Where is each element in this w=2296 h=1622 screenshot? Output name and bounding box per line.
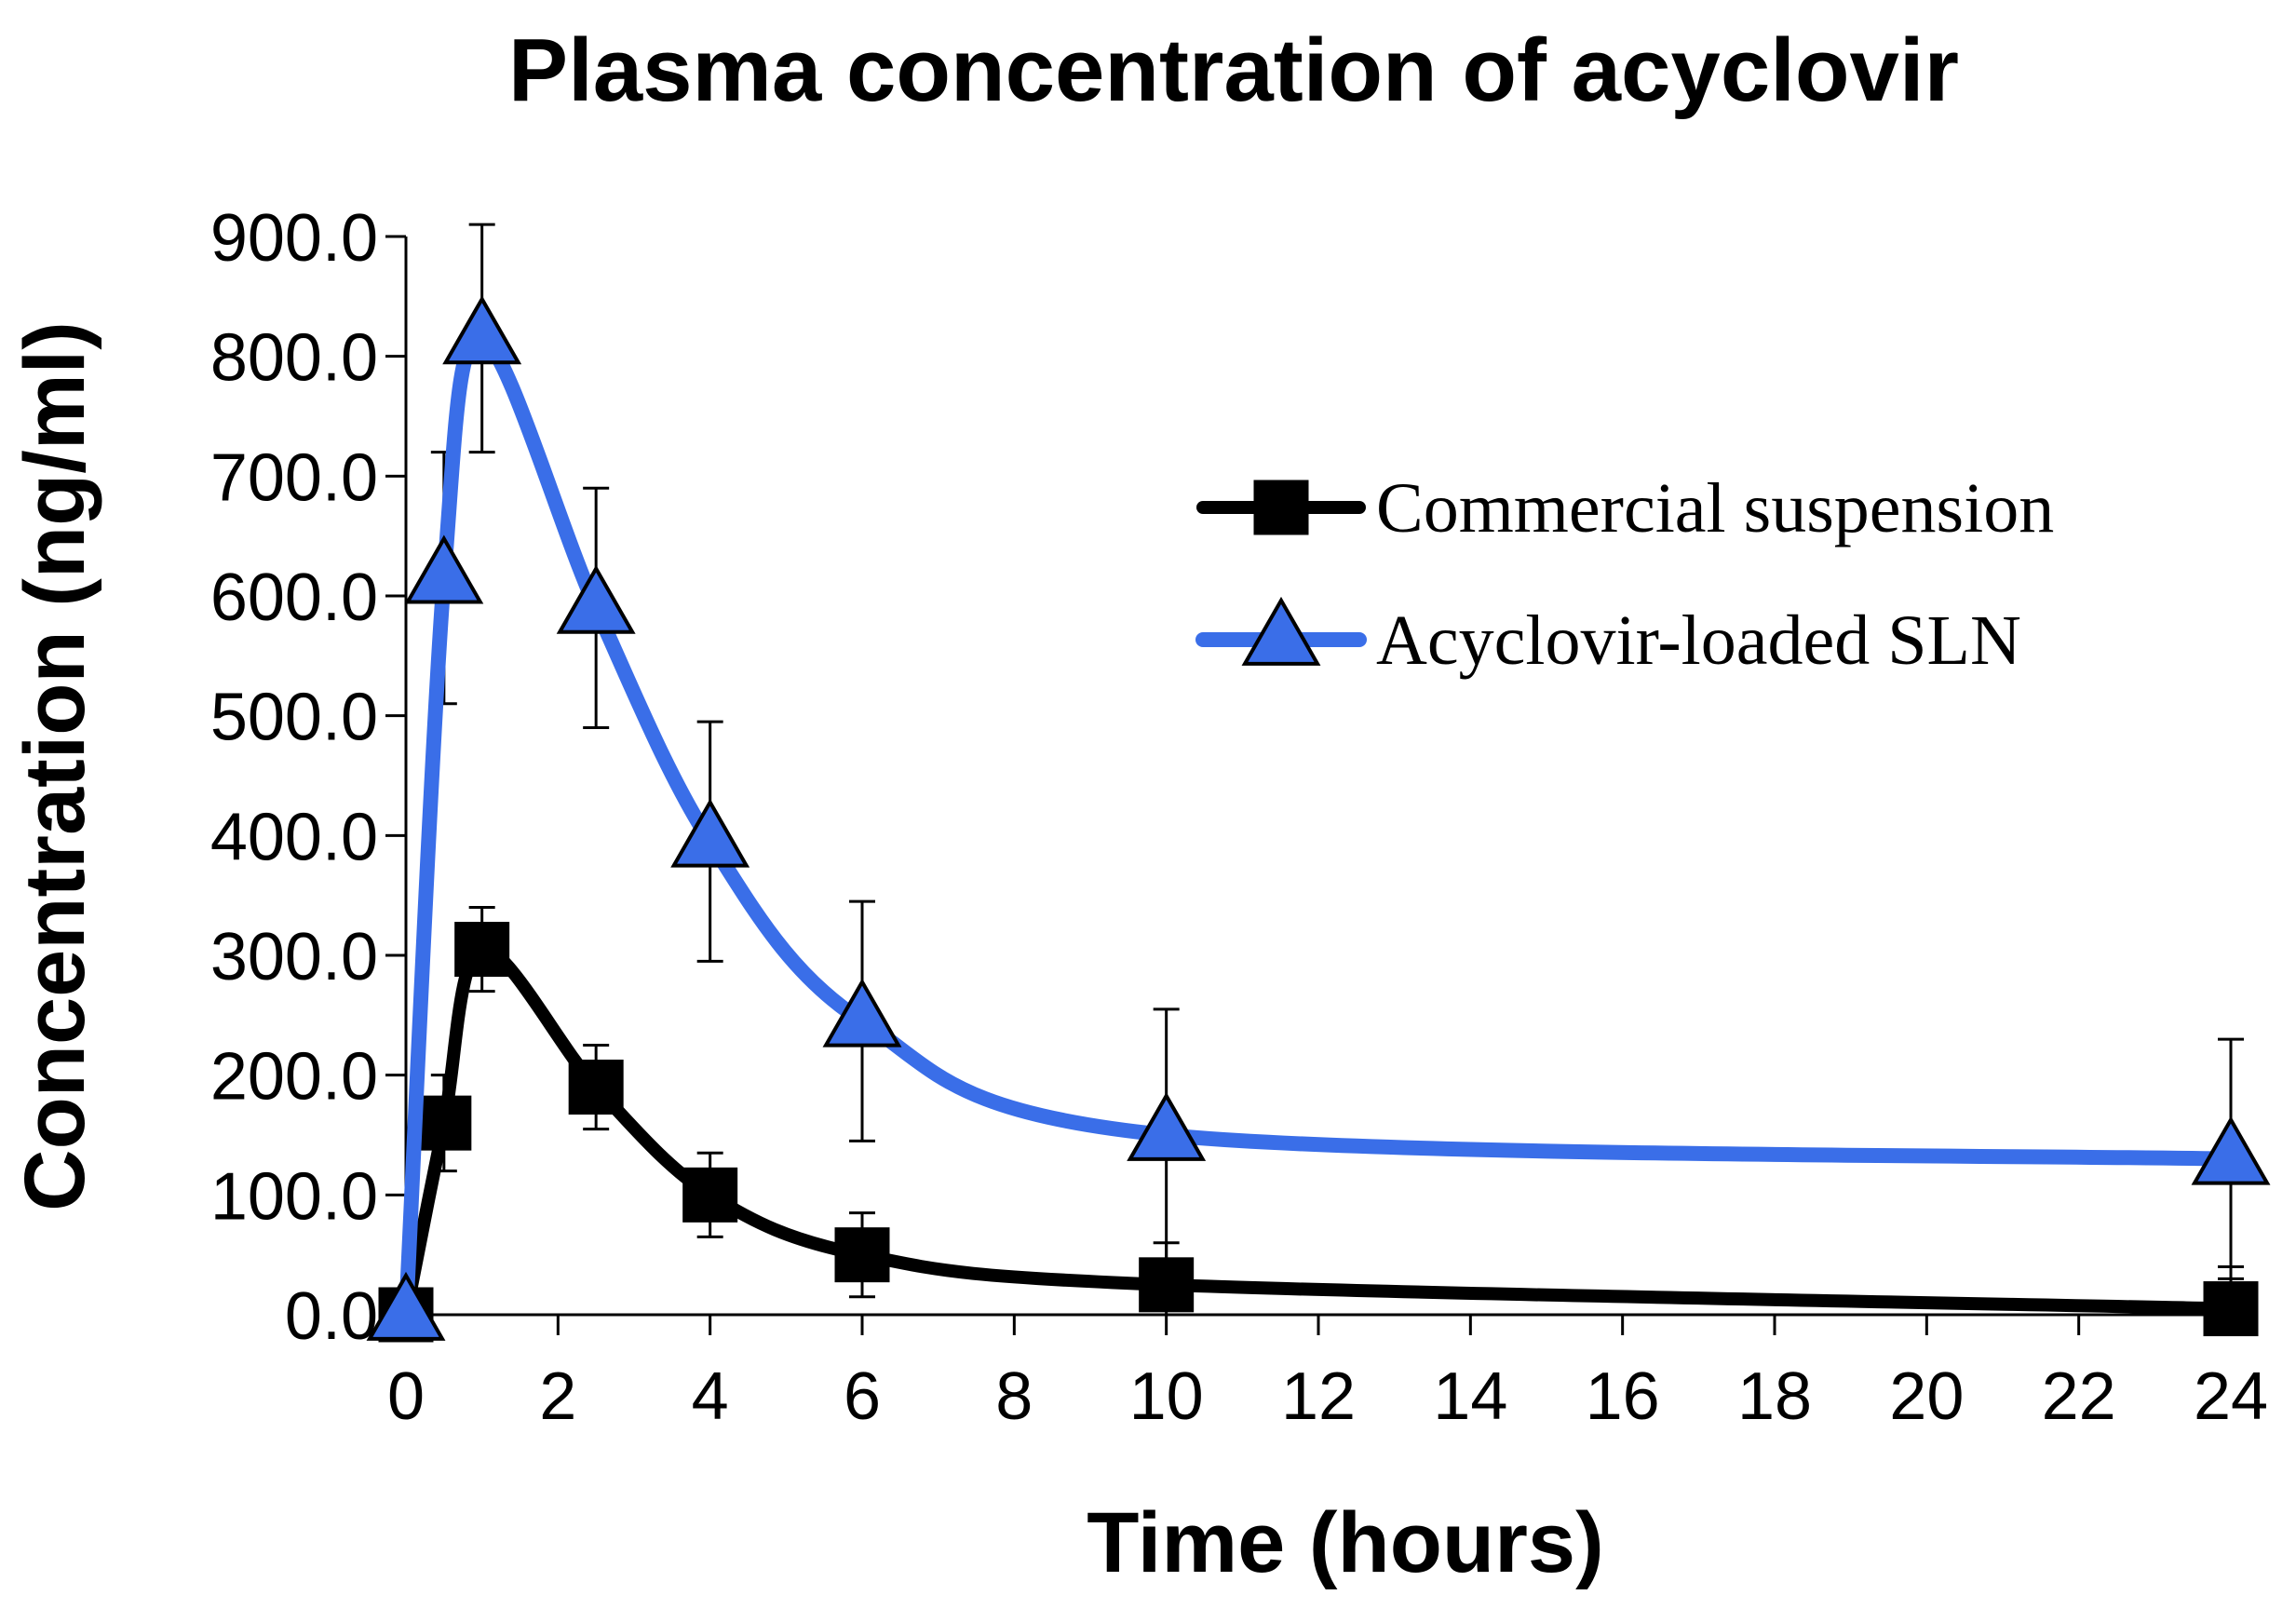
legend-marker <box>1241 596 1321 666</box>
data-point <box>416 1095 472 1151</box>
data-point <box>1139 1257 1195 1313</box>
series-layer <box>366 223 2271 1343</box>
x-tick-label: 18 <box>1737 1359 1812 1434</box>
data-point <box>556 564 636 634</box>
legend: Commercial suspension Acyclovir-loaded SL… <box>1195 469 2054 680</box>
x-axis-title: Time (hours) <box>1087 1495 1603 1590</box>
series-1 <box>378 906 2259 1343</box>
legend-label: Acyclovir-loaded SLN <box>1376 601 2021 680</box>
series-line <box>398 331 2238 1322</box>
data-point <box>2203 1281 2259 1337</box>
series-line <box>399 942 2237 1321</box>
axes <box>385 235 2240 1335</box>
x-tick-label: 16 <box>1586 1359 1660 1434</box>
data-point <box>682 1167 738 1223</box>
y-tick-label: 0.0 <box>285 1279 378 1354</box>
x-tick-label: 14 <box>1433 1359 1507 1434</box>
x-tick-label: 2 <box>539 1359 576 1434</box>
y-tick-label: 800.0 <box>210 321 378 396</box>
x-tick-label: 22 <box>2042 1359 2116 1434</box>
data-point <box>1127 1091 1207 1161</box>
legend-entry: Commercial suspension <box>1196 469 2054 547</box>
data-point <box>834 1227 890 1283</box>
data-point <box>404 534 484 604</box>
data-point <box>822 978 902 1048</box>
y-tick-label: 400.0 <box>210 800 378 874</box>
y-tick-label: 300.0 <box>210 920 378 994</box>
data-point <box>366 1271 446 1341</box>
y-tick-label: 600.0 <box>210 561 378 635</box>
x-tick-label: 20 <box>1889 1359 1964 1434</box>
y-tick-label: 100.0 <box>210 1159 378 1234</box>
y-tick-label: 200.0 <box>210 1040 378 1115</box>
y-tick-label: 500.0 <box>210 681 378 755</box>
x-tick-label: 10 <box>1129 1359 1204 1434</box>
tick-labels: 0 2 4 6 8 10 12 14 16 18 20 22 240.0100.0200.0300.04… <box>210 201 2268 1434</box>
data-point <box>454 922 510 978</box>
data-point <box>2191 1115 2271 1185</box>
x-tick-label: 8 <box>995 1359 1033 1434</box>
x-tick-label: 4 <box>692 1359 729 1434</box>
series-2 <box>366 223 2271 1341</box>
x-tick-label: 6 <box>844 1359 881 1434</box>
x-tick-label: 0 <box>387 1359 425 1434</box>
legend-label: Commercial suspension <box>1376 469 2054 547</box>
y-tick-label: 700.0 <box>210 440 378 515</box>
data-point <box>442 295 522 365</box>
y-axis-title: Concentration (ng/ml) <box>7 321 102 1211</box>
data-point <box>568 1060 624 1115</box>
data-point <box>670 798 750 868</box>
x-tick-label: 12 <box>1281 1359 1356 1434</box>
chart-title: Plasma concentration of acyclovir <box>508 20 1959 120</box>
legend-marker <box>1253 480 1309 535</box>
legend-entry: Acyclovir-loaded SLN <box>1195 596 2021 680</box>
x-tick-label: 24 <box>2194 1359 2268 1434</box>
y-tick-label: 900.0 <box>210 201 378 276</box>
